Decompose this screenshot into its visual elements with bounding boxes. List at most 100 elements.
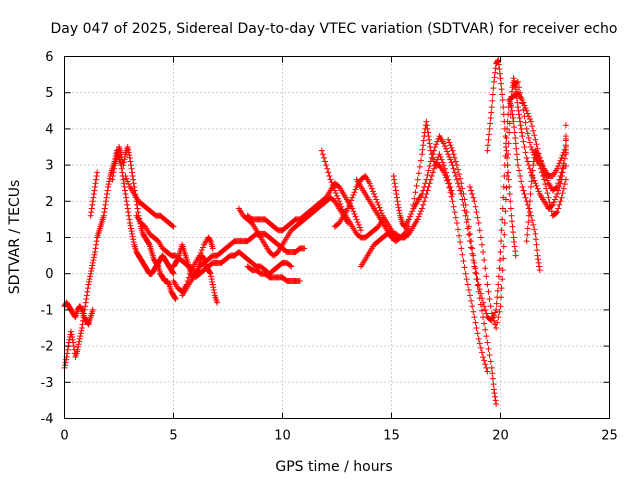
data-point: [124, 201, 131, 208]
data-point: [123, 194, 130, 201]
data-point: [210, 284, 217, 291]
data-point: [105, 183, 112, 190]
data-point: [531, 226, 538, 233]
data-point: [357, 227, 364, 234]
data-point: [491, 74, 498, 81]
data-point: [458, 180, 465, 187]
data-point: [524, 225, 531, 232]
data-point: [496, 70, 503, 77]
data-point: [532, 236, 539, 243]
data-point: [478, 295, 485, 302]
data-point: [511, 243, 518, 250]
data-point: [519, 100, 526, 107]
data-point: [498, 86, 505, 93]
y-tick-label: 3: [45, 159, 53, 174]
data-point: [484, 281, 491, 288]
data-point: [345, 202, 352, 209]
data-point: [504, 172, 511, 179]
data-point: [500, 255, 507, 262]
data-point: [529, 167, 536, 174]
data-point: [499, 216, 506, 223]
data-point: [475, 281, 482, 288]
data-point: [494, 319, 501, 326]
data-point: [393, 194, 400, 201]
data-point: [514, 162, 521, 169]
data-point: [510, 234, 517, 241]
data-point: [534, 247, 541, 254]
y-axis-label: SDTVAR / TECUs: [7, 180, 23, 295]
data-point: [505, 176, 512, 183]
data-point: [468, 244, 475, 251]
data-point: [466, 183, 473, 190]
data-point: [214, 299, 221, 306]
data-point: [486, 352, 493, 359]
data-point: [120, 159, 127, 166]
data-point: [145, 240, 152, 247]
data-point: [520, 187, 527, 194]
data-point: [394, 198, 401, 205]
data-point: [429, 169, 436, 176]
data-point: [422, 180, 429, 187]
data-point: [128, 165, 135, 172]
data-point: [480, 353, 487, 360]
data-point: [337, 201, 344, 208]
data-point: [419, 205, 426, 212]
data-point: [501, 118, 508, 125]
data-point: [475, 220, 482, 227]
data-point: [493, 300, 500, 307]
data-point: [510, 229, 517, 236]
data-point: [87, 212, 94, 219]
data-point: [472, 319, 479, 326]
data-point: [84, 288, 91, 295]
data-point: [411, 195, 418, 202]
data-point: [556, 201, 563, 208]
data-point: [474, 282, 481, 289]
data-point: [476, 286, 483, 293]
data-point: [78, 325, 85, 331]
data-point: [452, 158, 459, 165]
data-point: [522, 149, 529, 156]
data-point: [105, 181, 112, 188]
data-point: [352, 186, 359, 193]
data-point: [517, 118, 524, 125]
data-point: [502, 133, 509, 140]
data-point: [440, 140, 447, 147]
data-point: [483, 333, 490, 340]
data-point: [554, 209, 561, 216]
data-point: [519, 183, 526, 190]
data-point: [130, 239, 137, 246]
data-point: [120, 176, 127, 183]
data-point: [200, 255, 207, 262]
data-point: [506, 191, 513, 198]
data-point: [87, 270, 94, 277]
data-point: [487, 358, 494, 365]
series-arc-m: [244, 180, 364, 234]
data-point: [512, 86, 519, 93]
data-point: [417, 208, 424, 215]
data-point: [419, 146, 426, 153]
data-point: [466, 230, 473, 237]
data-point: [475, 335, 482, 342]
data-point: [457, 239, 464, 246]
data-point: [528, 178, 535, 185]
data-point: [477, 234, 484, 241]
y-tick-label: -1: [41, 303, 54, 318]
data-point: [528, 144, 535, 150]
data-point: [548, 208, 555, 215]
data-point: [355, 221, 362, 228]
data-point: [532, 180, 539, 187]
data-point: [91, 251, 98, 258]
data-point: [154, 262, 161, 269]
data-point: [554, 191, 561, 198]
data-point: [469, 303, 476, 310]
data-point: [558, 169, 565, 176]
data-point: [413, 182, 420, 189]
data-point: [484, 339, 491, 346]
data-point: [504, 162, 511, 169]
data-point: [526, 205, 533, 212]
data-point: [170, 270, 177, 277]
data-point: [465, 286, 472, 293]
data-point: [530, 127, 537, 134]
data-point: [92, 248, 99, 255]
data-point: [480, 299, 487, 306]
